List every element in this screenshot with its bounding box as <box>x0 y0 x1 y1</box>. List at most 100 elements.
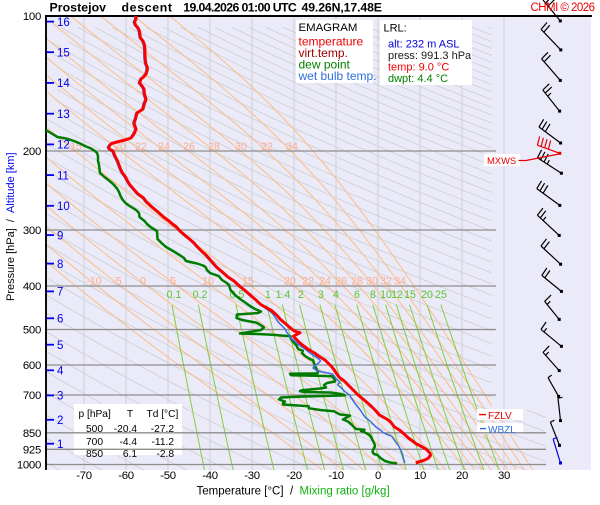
svg-text:descent: descent <box>122 1 173 15</box>
svg-text:virt.temp.: virt.temp. <box>299 46 348 60</box>
svg-text:14: 14 <box>57 78 70 90</box>
svg-text:32: 32 <box>261 141 273 153</box>
svg-text:850: 850 <box>23 428 41 440</box>
svg-text:32: 32 <box>380 276 392 288</box>
svg-text:26: 26 <box>335 276 347 288</box>
svg-text:2: 2 <box>298 289 304 301</box>
svg-text:dwpt: 4.4 °C: dwpt: 4.4 °C <box>388 73 448 85</box>
svg-text:MXWS: MXWS <box>487 155 516 166</box>
svg-text:15: 15 <box>242 276 254 288</box>
svg-text:24: 24 <box>319 276 331 288</box>
svg-text:10: 10 <box>380 289 392 301</box>
svg-text:20: 20 <box>421 289 433 301</box>
svg-text:500: 500 <box>86 424 103 435</box>
svg-text:Temperature [°C] / Mixing ra: Temperature [°C] / Mixing ratio [g/kg] <box>197 486 390 498</box>
svg-text:0: 0 <box>375 470 381 482</box>
svg-text:28: 28 <box>208 141 220 153</box>
svg-text:0.2: 0.2 <box>193 289 208 301</box>
svg-text:temperature: temperature <box>299 35 364 49</box>
svg-text:4: 4 <box>333 289 339 301</box>
svg-text:20: 20 <box>114 141 126 153</box>
svg-text:10: 10 <box>57 201 70 213</box>
svg-text:0.1: 0.1 <box>167 289 182 301</box>
svg-text:-5: -5 <box>112 276 122 288</box>
svg-text:8: 8 <box>370 289 376 301</box>
svg-text:700: 700 <box>86 437 103 448</box>
svg-text:-11.2: -11.2 <box>152 437 175 448</box>
svg-text:-2.8: -2.8 <box>156 449 174 460</box>
svg-text:6: 6 <box>354 289 360 301</box>
svg-text:EMAGRAM: EMAGRAM <box>299 22 358 34</box>
svg-text:-10: -10 <box>86 276 101 288</box>
svg-text:30: 30 <box>235 141 247 153</box>
svg-text:700: 700 <box>23 390 41 402</box>
svg-text:2: 2 <box>57 415 63 427</box>
svg-text:dew point: dew point <box>299 58 351 72</box>
svg-text:34: 34 <box>394 276 406 288</box>
svg-text:CHMI © 2026: CHMI © 2026 <box>531 2 596 14</box>
svg-text:-50: -50 <box>160 470 176 482</box>
svg-text:6: 6 <box>57 314 63 326</box>
svg-text:300: 300 <box>23 225 41 237</box>
svg-text:3: 3 <box>318 289 324 301</box>
svg-text:-20: -20 <box>286 470 302 482</box>
svg-text:-10: -10 <box>328 470 344 482</box>
svg-text:0: 0 <box>140 276 146 288</box>
svg-text:20: 20 <box>284 276 296 288</box>
svg-text:30: 30 <box>498 470 510 482</box>
svg-text:1: 1 <box>57 439 63 451</box>
svg-text:13: 13 <box>57 109 70 121</box>
svg-text:49.26N,17.48E: 49.26N,17.48E <box>302 1 383 15</box>
svg-text:9: 9 <box>57 230 63 242</box>
svg-text:Pressure [hPa] / Altitude [k: Pressure [hPa] / Altitude [km] <box>5 152 17 301</box>
svg-text:5: 5 <box>170 276 176 288</box>
svg-text:16: 16 <box>57 17 70 29</box>
svg-text:22: 22 <box>135 141 147 153</box>
svg-text:34: 34 <box>286 141 298 153</box>
svg-text:p [hPa]: p [hPa] <box>79 409 111 420</box>
svg-text:8: 8 <box>57 259 63 271</box>
svg-text:28: 28 <box>351 276 363 288</box>
svg-text:15: 15 <box>404 289 416 301</box>
svg-text:15: 15 <box>70 141 82 153</box>
svg-text:Prostejov: Prostejov <box>50 1 107 15</box>
svg-text:12: 12 <box>57 140 70 152</box>
svg-text:850: 850 <box>86 449 103 460</box>
svg-text:LRL:: LRL: <box>384 23 407 35</box>
svg-text:1.4: 1.4 <box>276 289 291 301</box>
svg-text:19.04.2026 01:00 UTC: 19.04.2026 01:00 UTC <box>183 1 297 15</box>
svg-text:Td [°C]: Td [°C] <box>147 409 179 420</box>
svg-text:wet bulb temp.: wet bulb temp. <box>298 69 377 83</box>
svg-text:alt: 232 m ASL: alt: 232 m ASL <box>388 39 460 51</box>
svg-text:FZLV: FZLV <box>488 411 512 422</box>
svg-text:T: T <box>127 409 133 420</box>
svg-text:11: 11 <box>57 170 69 182</box>
svg-text:6.1: 6.1 <box>123 449 137 460</box>
svg-text:-30: -30 <box>244 470 260 482</box>
svg-text:925: 925 <box>23 445 41 457</box>
svg-text:WBZL: WBZL <box>488 425 516 436</box>
svg-text:15: 15 <box>57 47 70 59</box>
svg-text:24: 24 <box>158 141 170 153</box>
svg-text:1000: 1000 <box>17 460 41 472</box>
svg-text:press: 991.3 hPa: press: 991.3 hPa <box>388 50 472 62</box>
svg-text:25: 25 <box>435 289 447 301</box>
svg-text:600: 600 <box>23 360 41 372</box>
svg-text:26: 26 <box>183 141 195 153</box>
svg-text:1: 1 <box>265 289 271 301</box>
svg-text:100: 100 <box>23 11 41 23</box>
svg-text:22: 22 <box>302 276 314 288</box>
svg-text:-40: -40 <box>202 470 218 482</box>
svg-text:20: 20 <box>456 470 468 482</box>
svg-text:5: 5 <box>57 340 63 352</box>
svg-text:7: 7 <box>57 287 63 299</box>
svg-text:10: 10 <box>202 276 214 288</box>
svg-text:-27.2: -27.2 <box>151 424 175 435</box>
svg-text:500: 500 <box>23 325 41 337</box>
svg-text:30: 30 <box>366 276 378 288</box>
svg-text:-60: -60 <box>118 470 134 482</box>
svg-text:3: 3 <box>57 391 63 403</box>
svg-text:12: 12 <box>391 289 403 301</box>
svg-text:200: 200 <box>23 146 41 158</box>
svg-text:-70: -70 <box>76 470 92 482</box>
